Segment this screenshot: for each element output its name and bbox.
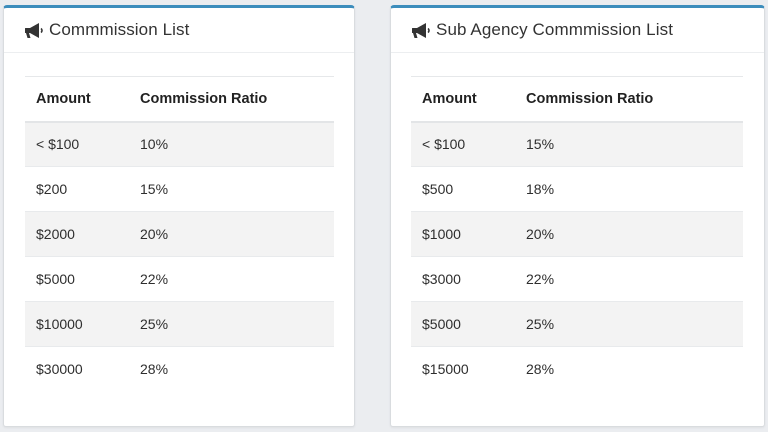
panel-header: Commmission List [4,8,354,53]
table-row: $500 18% [411,166,743,212]
ratio-cell: 28% [526,361,555,378]
ratio-cell: 10% [140,136,169,153]
table-header-row: Amount Commission Ratio [411,76,743,123]
megaphone-icon [24,22,45,39]
amount-cell: $1000 [422,226,461,242]
amount-cell: $2000 [36,226,75,242]
amount-cell: $5000 [422,316,461,332]
table-row: $30000 28% [25,346,334,392]
table-row: < $100 15% [411,121,743,167]
table-row: $10000 25% [25,301,334,347]
ratio-cell: 22% [140,271,169,287]
commission-table-wrap: Amount Commission Ratio < $100 10% $200 … [25,76,334,392]
table-row: $5000 25% [411,301,743,347]
table-row: $15000 28% [411,346,743,392]
ratio-cell: 20% [526,226,555,242]
panel-title: Commmission List [49,20,190,39]
panel-title: Sub Agency Commmission List [436,20,674,39]
table-row: $2000 20% [25,211,334,257]
sub-agency-commission-list-panel: Sub Agency Commmission List Amount Commi… [390,5,765,427]
amount-cell: $30000 [36,361,83,378]
sub-agency-commission-table: Amount Commission Ratio < $100 15% $500 … [411,76,743,392]
column-header-amount: Amount [25,76,140,123]
ratio-cell: 18% [526,181,555,197]
amount-cell: $3000 [422,271,461,287]
amount-cell: $5000 [36,271,75,287]
column-header-amount: Amount [411,76,526,123]
amount-cell: $200 [36,181,68,197]
amount-cell: < $100 [36,136,80,153]
amount-cell: < $100 [422,136,466,153]
ratio-cell: 22% [526,271,555,287]
sub-agency-table-wrap: Amount Commission Ratio < $100 15% $500 … [411,76,743,392]
column-header-ratio: Commission Ratio [140,76,334,123]
ratio-cell: 28% [140,361,169,378]
amount-cell: $15000 [422,361,469,378]
column-header-ratio: Commission Ratio [526,76,743,123]
ratio-cell: 25% [140,316,169,332]
table-row: $200 15% [25,166,334,212]
amount-cell: $500 [422,181,454,197]
table-row: $5000 22% [25,256,334,302]
commission-table: Amount Commission Ratio < $100 10% $200 … [25,76,334,392]
table-row: $3000 22% [411,256,743,302]
ratio-cell: 15% [526,136,555,153]
commission-list-panel: Commmission List Amount Commission Ratio… [3,5,355,427]
ratio-cell: 15% [140,181,169,197]
table-header-row: Amount Commission Ratio [25,76,334,123]
ratio-cell: 25% [526,316,555,332]
megaphone-icon [411,22,432,39]
table-row: $1000 20% [411,211,743,257]
amount-cell: $10000 [36,316,83,332]
ratio-cell: 20% [140,226,169,242]
table-row: < $100 10% [25,121,334,167]
panel-header: Sub Agency Commmission List [391,8,764,53]
